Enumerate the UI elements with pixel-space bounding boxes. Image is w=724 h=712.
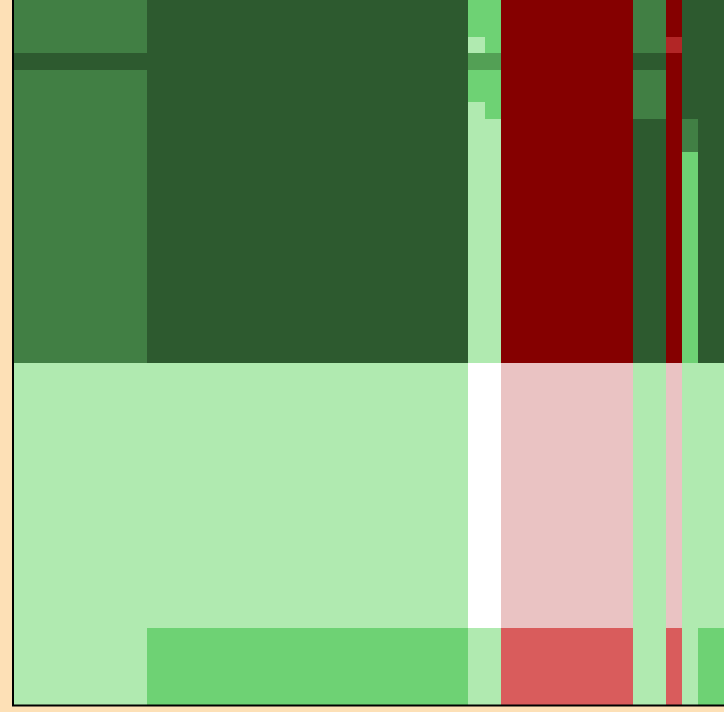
tile [147, 0, 468, 363]
tile [682, 628, 698, 705]
tile [14, 0, 147, 53]
tile [468, 119, 501, 363]
tile [468, 37, 485, 53]
tile [147, 628, 468, 705]
tile [633, 0, 666, 363]
tile [468, 53, 501, 70]
tile [468, 102, 485, 119]
tile [682, 152, 698, 363]
tile [501, 363, 633, 628]
tile [468, 628, 501, 705]
tile [698, 628, 724, 705]
tile [468, 363, 501, 628]
tile [633, 70, 666, 119]
tile [14, 53, 147, 70]
tile [14, 628, 147, 705]
tile [666, 363, 682, 628]
tile [14, 70, 147, 363]
tile [666, 0, 682, 363]
tile [666, 628, 682, 705]
tile [682, 119, 698, 152]
tile [501, 0, 633, 363]
tile [633, 628, 666, 705]
tile [682, 363, 724, 628]
tile [633, 0, 666, 53]
tile [14, 363, 468, 628]
tile [633, 363, 666, 628]
tile [666, 37, 682, 53]
tile [501, 628, 633, 705]
